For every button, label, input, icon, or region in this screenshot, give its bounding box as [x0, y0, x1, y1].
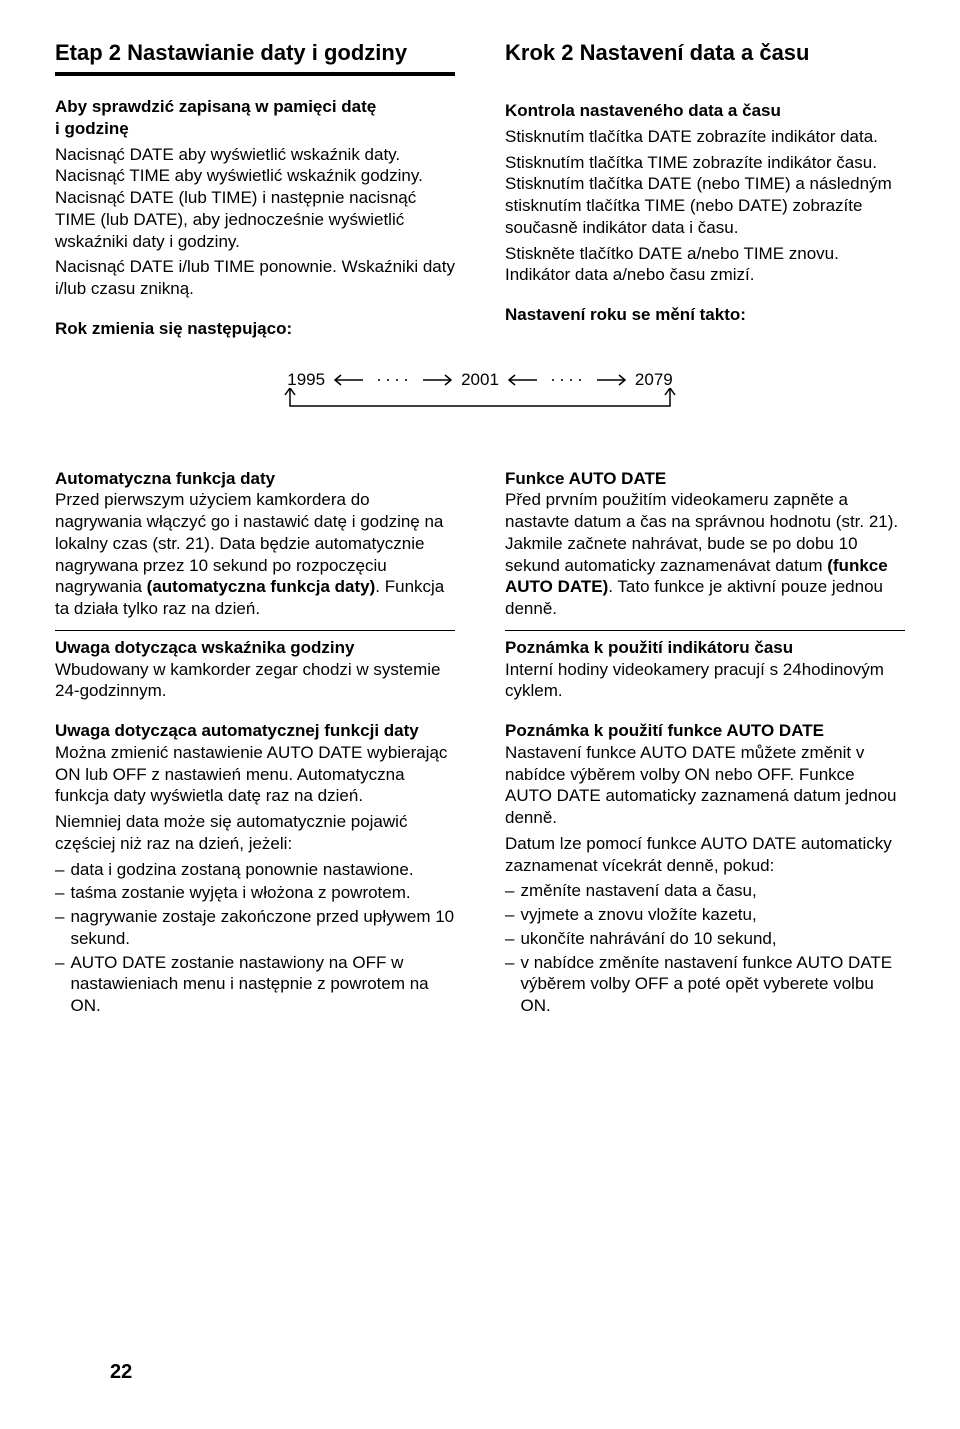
right-note-time-body: Interní hodiny videokamery pracují s 24h…	[505, 659, 905, 703]
list-item-text: AUTO DATE zostanie nastawiony na OFF w n…	[70, 952, 455, 1017]
page-number: 22	[110, 1361, 132, 1384]
left-check-heading: Aby sprawdzić zapisaną w pamięci datę i …	[55, 96, 455, 140]
left-note-time-title: Uwaga dotycząca wskaźnika godziny	[55, 637, 455, 659]
left-note-time-body: Wbudowany w kamkorder zegar chodzi w sys…	[55, 659, 455, 703]
list-item: –AUTO DATE zostanie nastawiony na OFF w …	[55, 952, 455, 1017]
double-arrow-left-icon-2	[503, 373, 543, 387]
year-2: 2001	[461, 370, 499, 390]
right-note-auto-body2: Datum lze pomocí funkce AUTO DATE automa…	[505, 833, 905, 877]
left-para2: Nacisnąć DATE i/lub TIME ponownie. Wskaź…	[55, 256, 455, 300]
left-title-rule	[55, 72, 455, 76]
right-bottom-column: Funkce AUTO DATE Před prvním použitím vi…	[505, 468, 905, 1019]
right-note-auto-body1: Nastavení funkce AUTO DATE můžete změnit…	[505, 742, 905, 829]
list-item: –v nabídce změníte nastavení funkce AUTO…	[505, 952, 905, 1017]
left-bullets: –data i godzina zostaną ponownie nastawi…	[55, 859, 455, 1017]
right-year-change: Nastavení roku se mění takto:	[505, 304, 905, 326]
left-bottom-column: Automatyczna funkcja daty Przed pierwszy…	[55, 468, 455, 1019]
double-arrow-right-icon-2	[591, 373, 631, 387]
left-auto-bold: (automatyczna funkcja daty)	[147, 577, 376, 596]
list-item: –změníte nastavení data a času,	[505, 880, 905, 902]
left-note-auto-body1: Można zmienić nastawienie AUTO DATE wybi…	[55, 742, 455, 807]
left-note-auto-body2: Niemniej data może się automatycznie poj…	[55, 811, 455, 855]
right-bullets: –změníte nastavení data a času,–vyjmete …	[505, 880, 905, 1017]
left-check-heading-l1: Aby sprawdzić zapisaną w pamięci datę	[55, 97, 376, 116]
dash-icon: –	[505, 952, 520, 1017]
dash-icon: –	[505, 904, 520, 926]
dots-1-icon	[373, 373, 413, 387]
right-thin-rule-1	[505, 630, 905, 631]
list-item-text: taśma zostanie wyjęta i włożona z powrot…	[70, 882, 455, 904]
left-step-title: Etap 2 Nastawianie daty i godziny	[55, 40, 455, 66]
loop-row	[55, 388, 905, 418]
list-item-text: ukončíte nahrávání do 10 sekund,	[520, 928, 905, 950]
list-item-text: data i godzina zostaną ponownie nastawio…	[70, 859, 455, 881]
left-auto-title: Automatyczna funkcja daty	[55, 469, 275, 488]
list-item: –ukončíte nahrávání do 10 sekund,	[505, 928, 905, 950]
left-year-change: Rok zmienia się następująco:	[55, 318, 455, 340]
right-para2: Stisknutím tlačítka TIME zobrazíte indik…	[505, 152, 905, 239]
list-item: –taśma zostanie wyjęta i włożona z powro…	[55, 882, 455, 904]
year-row: 1995 2001 2079	[55, 370, 905, 390]
loop-arrow-icon	[260, 388, 700, 418]
year-1: 1995	[287, 370, 325, 390]
list-item: –nagrywanie zostaje zakończone przed upł…	[55, 906, 455, 950]
right-note-auto-title: Poznámka k použití funkce AUTO DATE	[505, 720, 905, 742]
dash-icon: –	[505, 928, 520, 950]
right-para1: Stisknutím tlačítka DATE zobrazíte indik…	[505, 126, 905, 148]
dash-icon: –	[55, 906, 70, 950]
right-auto-block: Funkce AUTO DATE Před prvním použitím vi…	[505, 468, 905, 620]
bottom-columns: Automatyczna funkcja daty Przed pierwszy…	[55, 468, 905, 1019]
dash-icon: –	[55, 952, 70, 1017]
dash-icon: –	[505, 880, 520, 902]
left-para1: Nacisnąć DATE aby wyświetlić wskaźnik da…	[55, 144, 455, 253]
left-thin-rule-1	[55, 630, 455, 631]
list-item-text: změníte nastavení data a času,	[520, 880, 905, 902]
list-item: –vyjmete a znovu vložíte kazetu,	[505, 904, 905, 926]
list-item: –data i godzina zostaną ponownie nastawi…	[55, 859, 455, 881]
dash-icon: –	[55, 882, 70, 904]
left-auto-block: Automatyczna funkcja daty Przed pierwszy…	[55, 468, 455, 620]
year-diagram: 1995 2001 2079	[55, 370, 905, 418]
right-column: Krok 2 Nastavení data a času Kontrola na…	[505, 40, 905, 340]
list-item-text: v nabídce změníte nastavení funkce AUTO …	[520, 952, 905, 1017]
left-column: Etap 2 Nastawianie daty i godziny Aby sp…	[55, 40, 455, 340]
right-para3: Stiskněte tlačítko DATE a/nebo TIME znov…	[505, 243, 905, 287]
dash-icon: –	[55, 859, 70, 881]
dots-2-icon	[547, 373, 587, 387]
year-3: 2079	[635, 370, 673, 390]
top-columns: Etap 2 Nastawianie daty i godziny Aby sp…	[55, 40, 905, 340]
left-check-heading-l2: i godzinę	[55, 119, 129, 138]
right-auto-title: Funkce AUTO DATE	[505, 469, 666, 488]
double-arrow-left-icon	[329, 373, 369, 387]
right-check-heading-text: Kontrola nastaveného data a času	[505, 101, 781, 120]
list-item-text: nagrywanie zostaje zakończone przed upły…	[70, 906, 455, 950]
right-note-time-title: Poznámka k použití indikátoru času	[505, 637, 905, 659]
right-step-title: Krok 2 Nastavení data a času	[505, 40, 905, 66]
left-note-auto-title: Uwaga dotycząca automatycznej funkcji da…	[55, 720, 455, 742]
list-item-text: vyjmete a znovu vložíte kazetu,	[520, 904, 905, 926]
double-arrow-right-icon-1	[417, 373, 457, 387]
right-check-heading: Kontrola nastaveného data a času	[505, 100, 905, 122]
